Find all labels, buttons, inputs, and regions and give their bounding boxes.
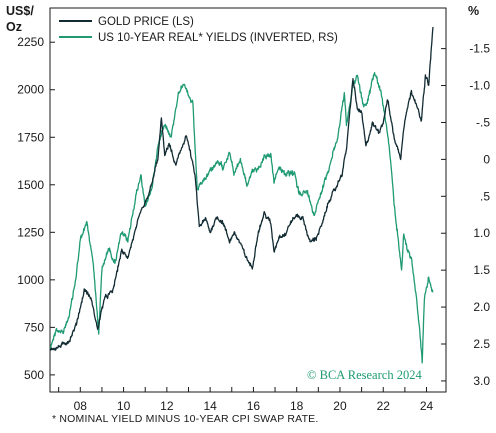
right-tick-label: .5 [480,189,490,203]
x-tick-label: 08 [74,399,88,413]
legend-label: GOLD PRICE (LS) [98,16,194,28]
x-tick-label: 16 [247,399,261,413]
left-tick-label: 2250 [17,35,44,49]
gold-price-line [49,26,434,351]
x-tick-label: 24 [420,399,434,413]
right-tick-label: 3.0 [473,374,490,388]
real-yield-line [49,71,434,364]
x-tick-label: 14 [203,399,217,413]
watermark: © BCA Research 2024 [307,368,422,382]
right-tick-label: -.5 [476,115,490,129]
right-axis: -1.5 -1.0 -.5 0 .5 1.0 1.5 2.0 2.5 3.0 [441,42,490,388]
left-tick-label: 1250 [17,225,44,239]
x-tick-label: 20 [333,399,347,413]
x-tick-label: 22 [377,399,391,413]
left-tick-label: 1000 [17,273,44,287]
legend-label: US 10-YEAR REAL* YIELDS (INVERTED, RS) [98,32,338,44]
x-axis: 08 10 12 14 16 18 20 22 24 [58,387,434,413]
right-tick-label: -1.5 [469,42,490,56]
left-tick-label: 750 [24,320,44,334]
right-tick-label: 1.0 [473,226,490,240]
plot-border [49,7,447,393]
left-tick-label: 1500 [17,178,44,192]
right-tick-label: 2.0 [473,300,490,314]
right-tick-label: 0 [483,152,490,166]
right-tick-label: -1.0 [469,79,490,93]
left-tick-label: 2000 [17,83,44,97]
plot-frame [49,7,447,393]
footnote: * NOMINAL YIELD MINUS 10-YEAR CPI SWAP R… [52,413,319,425]
left-axis: 500 750 1000 1250 1500 1750 2000 2250 [17,35,55,382]
series-layer [49,26,434,364]
x-tick-label: 18 [290,399,304,413]
left-unit-label: US$/ Oz [6,4,37,34]
right-tick-label: 2.5 [473,337,490,351]
left-tick-label: 500 [24,368,44,382]
right-tick-label: 1.5 [473,263,490,277]
legend: GOLD PRICE (LS) US 10-YEAR REAL* YIELDS (… [59,16,338,44]
x-tick-label: 12 [160,399,174,413]
x-tick-label: 10 [117,399,131,413]
right-unit-label: % [468,4,479,18]
left-tick-label: 1750 [17,130,44,144]
